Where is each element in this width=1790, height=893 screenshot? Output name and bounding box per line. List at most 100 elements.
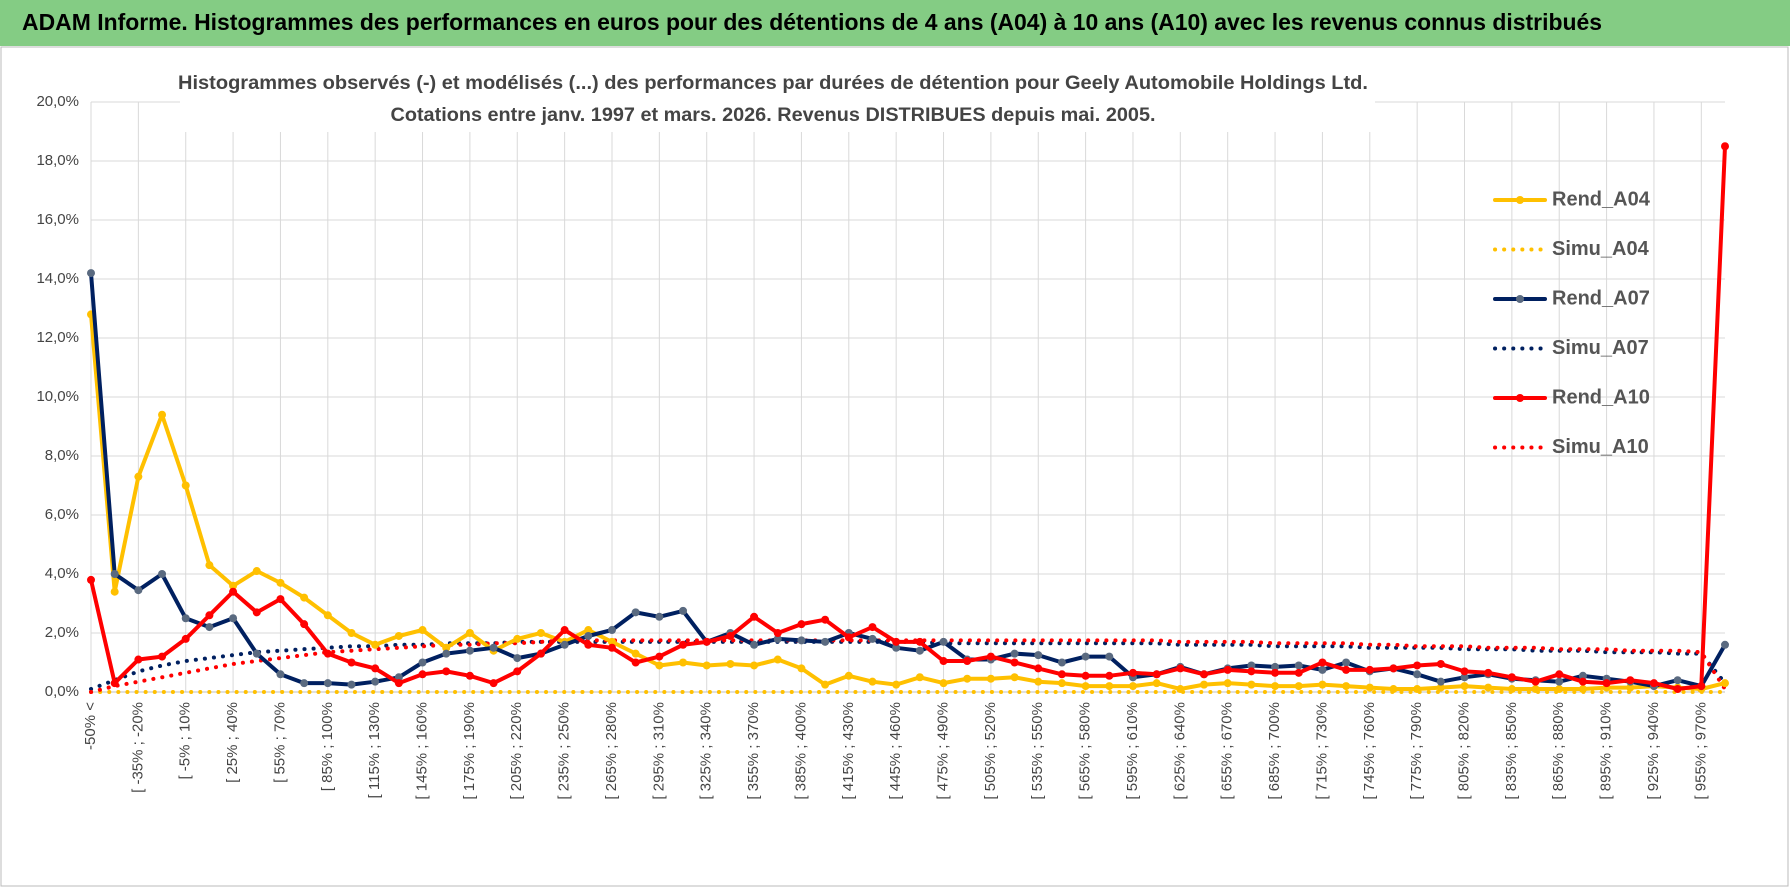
x-tick-label: [ 115% ; 130%	[366, 702, 383, 798]
point	[1294, 682, 1303, 691]
point	[1294, 668, 1303, 677]
point	[442, 643, 451, 652]
y-tick-label: 10,0%	[36, 388, 79, 405]
y-tick-label: 4,0%	[45, 565, 79, 582]
point	[560, 640, 569, 649]
point	[1389, 685, 1398, 694]
point	[750, 661, 759, 670]
point	[323, 649, 332, 658]
point	[465, 671, 474, 680]
x-tick-label: [ 835% ; 850%	[1503, 702, 1520, 800]
point	[276, 595, 285, 604]
point	[1081, 652, 1090, 661]
point	[963, 674, 972, 683]
legend-marker	[1516, 295, 1524, 303]
point	[1105, 652, 1114, 661]
point	[394, 631, 403, 640]
point	[1342, 658, 1351, 667]
chart-subtitle: Cotations entre janv. 1997 et mars. 2026…	[391, 105, 1156, 126]
point	[560, 626, 569, 635]
point	[773, 629, 782, 637]
point	[655, 652, 664, 661]
y-tick-label: 18,0%	[36, 152, 79, 169]
point	[134, 655, 143, 664]
point	[1247, 661, 1256, 670]
point	[1057, 658, 1066, 667]
point	[1200, 670, 1209, 679]
point	[1152, 679, 1161, 688]
point	[1413, 661, 1422, 670]
point	[915, 637, 924, 646]
point	[1578, 677, 1587, 686]
point	[726, 659, 735, 668]
x-tick-label: [ 685% ; 700%	[1266, 702, 1283, 800]
point	[347, 658, 356, 667]
point	[773, 655, 782, 664]
point	[584, 626, 593, 635]
point	[1200, 680, 1209, 689]
x-tick-label: [ 505% ; 520%	[982, 702, 999, 800]
x-tick-label: [ 535% ; 550%	[1029, 702, 1046, 800]
point	[750, 612, 759, 621]
chart-border	[0, 46, 1789, 887]
x-tick-label: [ 925% ; 940%	[1645, 702, 1662, 800]
x-tick-label: [ 955% ; 970%	[1692, 702, 1709, 800]
point	[773, 634, 782, 643]
point	[323, 679, 332, 688]
point	[1507, 685, 1516, 694]
point	[1081, 671, 1090, 680]
point	[134, 586, 143, 595]
point	[631, 658, 640, 667]
point	[1034, 677, 1043, 686]
legend-marker	[1516, 196, 1524, 204]
point	[442, 649, 451, 658]
point	[631, 649, 640, 658]
observed-line	[89, 271, 1727, 689]
point	[1413, 685, 1422, 694]
point	[1271, 668, 1280, 677]
x-tick-label: [ 145% ; 160%	[414, 702, 431, 800]
point	[702, 637, 711, 646]
point	[394, 673, 403, 682]
point	[1034, 664, 1043, 673]
point	[489, 643, 498, 652]
y-tick-label: 0,0%	[45, 683, 79, 700]
x-tick-label: [ -35% ; -20%	[129, 702, 146, 793]
point	[205, 611, 214, 620]
x-tick-label: [ -5% ; 10%	[177, 702, 194, 780]
point	[87, 269, 95, 278]
point	[1555, 677, 1564, 686]
point	[1626, 676, 1635, 685]
point	[797, 664, 806, 673]
point	[252, 649, 261, 658]
point	[276, 578, 285, 587]
plot: 0,0% 2,0% 4,0% 6,0% 8,0% 10,0% 12,0% 14,0% 16,0%…	[36, 93, 1729, 800]
point	[371, 640, 380, 649]
point	[1365, 665, 1374, 674]
point	[679, 606, 688, 615]
point	[1436, 683, 1445, 692]
point	[1342, 665, 1351, 674]
point	[821, 680, 830, 689]
point	[1247, 667, 1256, 676]
point	[1531, 677, 1540, 686]
x-tick-label: [ 85% ; 100%	[319, 702, 336, 791]
point	[726, 631, 735, 640]
point	[158, 410, 167, 419]
point	[371, 677, 380, 686]
point	[1128, 682, 1137, 691]
point	[394, 679, 403, 688]
point	[844, 671, 853, 680]
point	[1578, 685, 1587, 694]
point	[655, 661, 664, 670]
point	[1271, 662, 1280, 671]
point	[1721, 142, 1729, 151]
point	[465, 646, 474, 655]
y-tick-label: 8,0%	[45, 447, 79, 464]
point	[513, 654, 522, 663]
point	[1602, 679, 1611, 688]
x-tick-label: [ 655% ; 670%	[1219, 702, 1236, 800]
point	[205, 561, 214, 570]
point	[797, 620, 806, 629]
point	[181, 481, 190, 490]
